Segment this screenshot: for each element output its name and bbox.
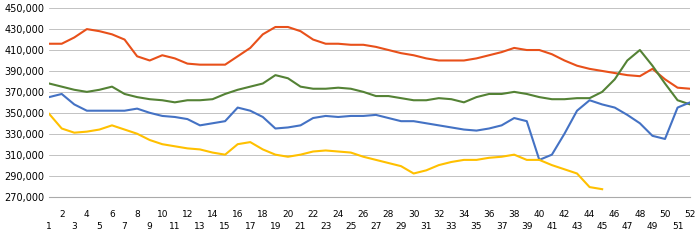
- Text: 44: 44: [584, 210, 595, 219]
- Text: 46: 46: [609, 210, 620, 219]
- Text: 4: 4: [84, 210, 90, 219]
- Text: 16: 16: [232, 210, 244, 219]
- Text: 41: 41: [546, 222, 558, 231]
- Text: 23: 23: [320, 222, 331, 231]
- Text: 5: 5: [97, 222, 102, 231]
- Text: 21: 21: [295, 222, 306, 231]
- Text: 27: 27: [370, 222, 382, 231]
- Text: 24: 24: [332, 210, 344, 219]
- Text: 26: 26: [358, 210, 369, 219]
- Text: 13: 13: [194, 222, 206, 231]
- Text: 8: 8: [134, 210, 140, 219]
- Text: 10: 10: [157, 210, 168, 219]
- Text: 39: 39: [521, 222, 533, 231]
- Text: 20: 20: [282, 210, 293, 219]
- Text: 11: 11: [169, 222, 181, 231]
- Text: 31: 31: [421, 222, 432, 231]
- Text: 14: 14: [207, 210, 218, 219]
- Text: 9: 9: [147, 222, 153, 231]
- Text: 45: 45: [596, 222, 608, 231]
- Text: 17: 17: [244, 222, 256, 231]
- Text: 30: 30: [408, 210, 419, 219]
- Text: 36: 36: [483, 210, 495, 219]
- Text: 51: 51: [672, 222, 683, 231]
- Text: 43: 43: [571, 222, 582, 231]
- Text: 12: 12: [182, 210, 193, 219]
- Text: 32: 32: [433, 210, 444, 219]
- Text: 22: 22: [307, 210, 318, 219]
- Text: 49: 49: [647, 222, 658, 231]
- Text: 38: 38: [508, 210, 520, 219]
- Text: 52: 52: [685, 210, 696, 219]
- Text: 6: 6: [109, 210, 115, 219]
- Text: 15: 15: [219, 222, 231, 231]
- Text: 2: 2: [59, 210, 64, 219]
- Text: 25: 25: [345, 222, 356, 231]
- Text: 1: 1: [46, 222, 52, 231]
- Text: 47: 47: [622, 222, 633, 231]
- Text: 48: 48: [634, 210, 645, 219]
- Text: 19: 19: [270, 222, 281, 231]
- Text: 3: 3: [71, 222, 77, 231]
- Text: 7: 7: [122, 222, 127, 231]
- Text: 33: 33: [446, 222, 457, 231]
- Text: 34: 34: [458, 210, 470, 219]
- Text: 42: 42: [559, 210, 570, 219]
- Text: 50: 50: [659, 210, 671, 219]
- Text: 35: 35: [470, 222, 482, 231]
- Text: 18: 18: [257, 210, 269, 219]
- Text: 37: 37: [496, 222, 508, 231]
- Text: 28: 28: [383, 210, 394, 219]
- Text: 29: 29: [395, 222, 407, 231]
- Text: 40: 40: [533, 210, 545, 219]
